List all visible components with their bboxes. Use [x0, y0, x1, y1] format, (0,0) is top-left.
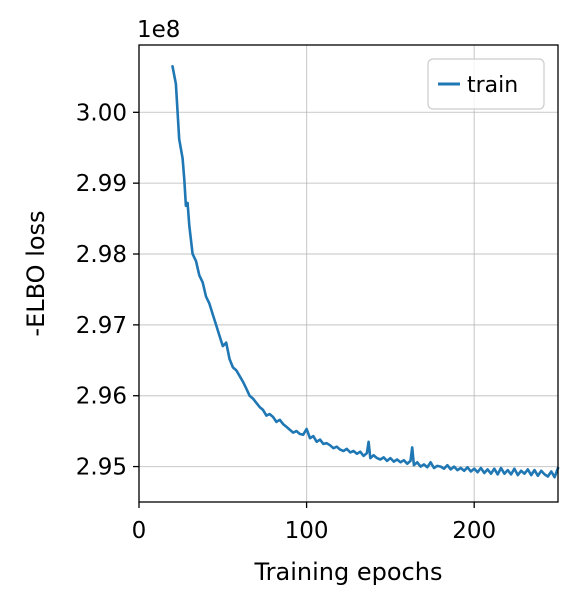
- legend-label-train: train: [467, 73, 518, 98]
- y-tick-label: 2.97: [76, 313, 127, 339]
- y-tick-label: 2.96: [76, 384, 127, 410]
- y-tick-label: 2.99: [76, 171, 127, 197]
- series-line-train: [171, 65, 560, 479]
- plot-frame: [138, 44, 559, 503]
- x-tick-label: 100: [285, 518, 329, 544]
- y-offset-label: 1e8: [137, 17, 180, 43]
- legend-box: [427, 58, 545, 110]
- y-tick-label: 3.00: [76, 100, 127, 126]
- y-axis-label: -ELBO loss: [22, 210, 50, 336]
- x-axis-label: Training epochs: [254, 558, 443, 586]
- x-tick-label: 200: [452, 518, 496, 544]
- ticks: 0 100 200 2.95 2.96 2.97 2.98 2.99 3.00: [76, 100, 496, 544]
- legend: train: [427, 58, 545, 110]
- y-tick-label: 2.95: [76, 455, 127, 481]
- y-tick-label: 2.98: [76, 242, 127, 268]
- series-layer: [171, 65, 560, 479]
- x-tick-label: 0: [132, 518, 147, 544]
- grid: [138, 45, 558, 502]
